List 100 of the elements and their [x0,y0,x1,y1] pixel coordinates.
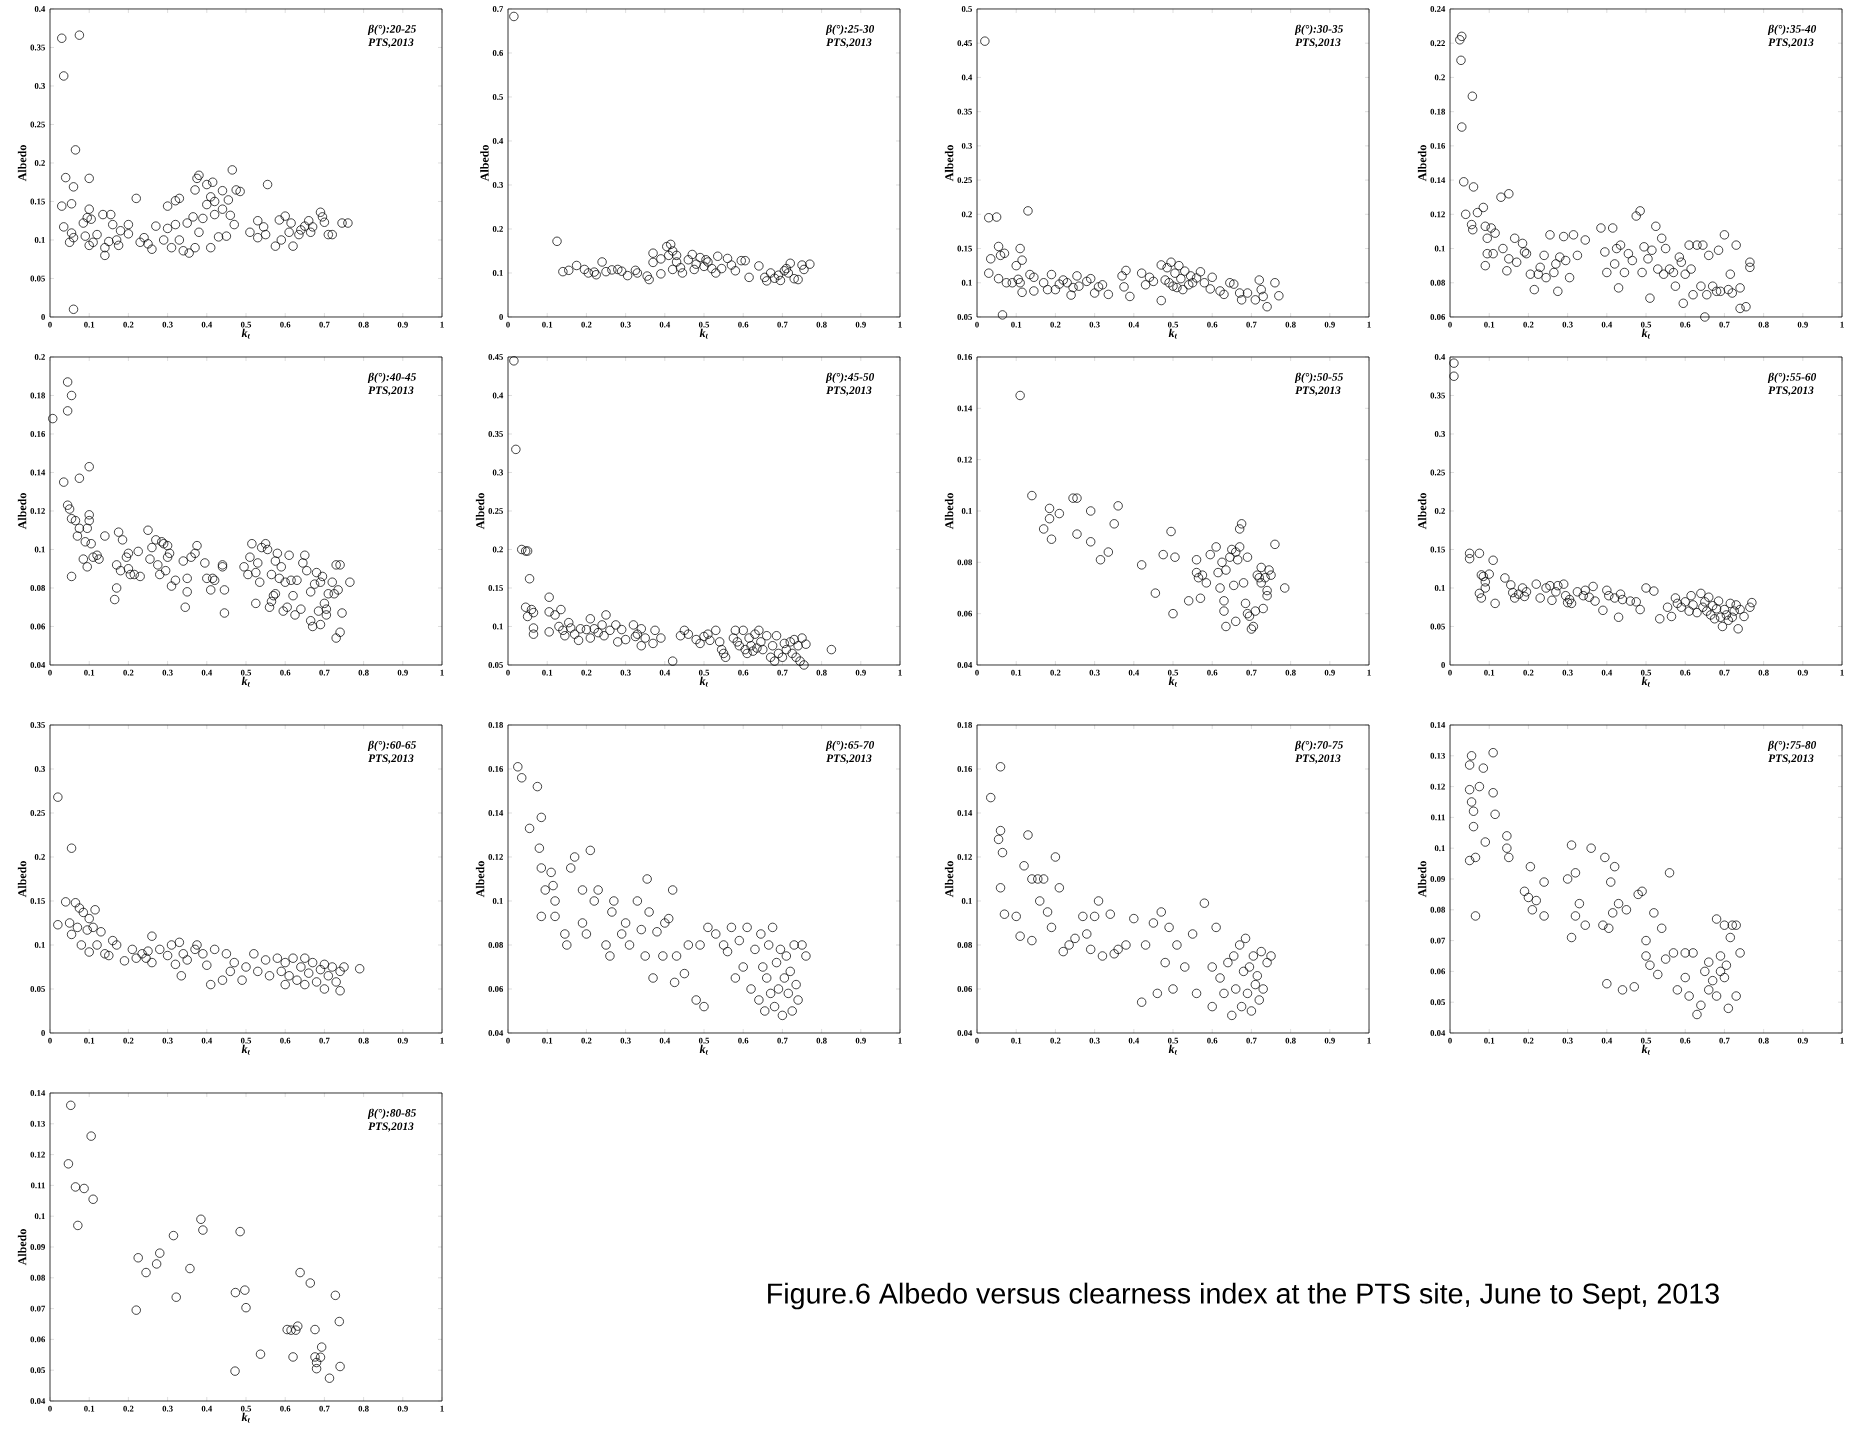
y-tick-label: 0.04 [957,662,973,668]
x-tick-label: 0.8 [1285,669,1296,676]
annotation: β(°):65-70 [825,740,875,752]
x-tick-label: 0.5 [698,321,710,328]
y-tick-label: 0.4 [492,138,504,144]
y-axis-title: Albedo [475,493,485,530]
x-tick-label: 0.8 [358,321,369,328]
point [230,1366,240,1376]
y-tick-label: 0.15 [957,245,972,252]
point [171,1292,181,1302]
x-tick-label: 0.1 [84,321,95,328]
y-tick-label: 0.14 [1430,177,1446,184]
point [230,1287,241,1298]
y-tick-label: 0.1 [492,898,503,904]
y-tick-label: 0.25 [30,810,45,816]
y-tick-label: 0.14 [30,1090,46,1096]
x-tick-label: 0.6 [1680,321,1691,328]
x-tick-label: 0.7 [319,1405,330,1412]
y-tick-label: 0.7 [492,6,504,12]
y-tick-label: 0.2 [1434,74,1445,81]
x-tick-label: 0.8 [1758,1037,1769,1044]
x-tick-label: 0.7 [777,669,788,676]
annotation: β(°):20-25 [367,24,416,36]
x-tick-label: 0.5 [240,1405,252,1412]
x-tick-label: 0.2 [581,669,592,676]
y-tick-label: 0.11 [1430,814,1445,821]
y-tick-label: 0.45 [957,40,972,47]
x-tick-label: 0.3 [1089,669,1100,676]
y-tick-label: 0.16 [30,431,46,437]
y-tick-label: 0.5 [961,6,972,12]
y-tick-label: 0.06 [1430,968,1446,975]
x-tick-label: 0.8 [358,669,369,676]
y-tick-label: 0.4 [492,392,504,399]
y-tick-label: 0.05 [30,1367,45,1374]
y-tick-label: 0.18 [957,722,973,728]
y-tick-label: 0.2 [492,226,503,232]
y-tick-label: 0.35 [30,722,45,728]
annotation: β(°):70-75 [1294,740,1343,752]
y-tick-label: 0.04 [30,662,46,668]
x-axis-title: k$_{t}$ [1641,1044,1650,1055]
x-tick-label: 0.2 [1523,1037,1534,1044]
x-tick-label: 0.5 [1640,1037,1652,1044]
y-tick-label: 0.15 [30,198,45,205]
y-tick-label: 0.12 [1430,211,1445,218]
y-tick-label: 0.2 [34,354,45,360]
x-tick-label: 0.1 [542,321,553,328]
x-tick-label: 0.2 [123,1037,134,1044]
x-tick-label: 0.3 [1562,669,1573,676]
x-tick-label: 0.6 [738,321,749,328]
x-tick-label: 0.6 [280,1405,291,1412]
point [79,1183,89,1194]
y-tick-label: 0.13 [30,1120,45,1127]
y-tick-label: 0.08 [30,1274,45,1281]
y-tick-label: 0.12 [30,508,45,514]
y-tick-label: 0.1 [34,237,45,243]
y-tick-label: 0.3 [492,182,503,188]
y-tick-label: 0.25 [30,121,45,128]
x-tick-label: 0.4 [201,1405,213,1412]
annotation: β(°):55-60 [1767,372,1817,384]
y-tick-label: 0.04 [488,1030,504,1036]
y-tick-label: 0.06 [1430,314,1446,320]
annotation: PTS,2013 [368,1122,414,1132]
x-axis-title: k$_{t}$ [1168,676,1177,687]
x-tick-label: 0.6 [280,321,291,328]
y-tick-label: 0.14 [957,405,973,412]
x-tick-label: 0.9 [397,669,408,676]
point [286,1325,296,1335]
point [335,1361,345,1372]
x-tick-label: 0.3 [1089,321,1100,328]
x-tick-label: 0.1 [1011,669,1022,676]
text: Figure.6 Albedo versus clearness index at the PTS site, June to Sept, 2013 [768,1282,1719,1310]
y-tick-label: 0.14 [957,810,973,816]
point [291,1325,301,1335]
y-tick-label: 0.45 [488,354,503,360]
x-axis-title: k$_{t}$ [1641,676,1650,687]
x-tick-label: 0.7 [777,321,788,328]
y-tick-label: 0.09 [30,1244,45,1250]
point [317,1342,327,1352]
x-tick-label: 0.4 [201,669,213,676]
y-tick-label: 0.1 [1434,845,1445,852]
x-tick-label: 0.4 [201,321,213,328]
x-tick-label: 1 [898,1037,902,1044]
x-axis-title: k$_{t}$ [699,676,708,687]
y-tick-label: 0.3 [961,142,973,149]
x-tick-label: 0.9 [855,321,866,328]
x-tick-label: 0.3 [1562,1037,1573,1044]
x-tick-label: 1 [1367,321,1371,328]
x-axis-title: k$_{t}$ [1641,328,1650,339]
point [151,1259,162,1269]
y-tick-label: 0.06 [488,986,504,992]
y-tick-label: 0.1 [492,623,503,630]
y-tick-label: 0.12 [957,854,972,860]
x-tick-label: 1 [1367,669,1371,676]
point [288,1352,298,1362]
y-tick-label: 0.08 [1430,279,1446,286]
point [240,1285,250,1295]
x-tick-label: 0.7 [319,669,330,676]
point [293,1321,303,1331]
y-tick-label: 0.3 [34,83,45,89]
y-tick-label: 0.1 [961,279,972,286]
